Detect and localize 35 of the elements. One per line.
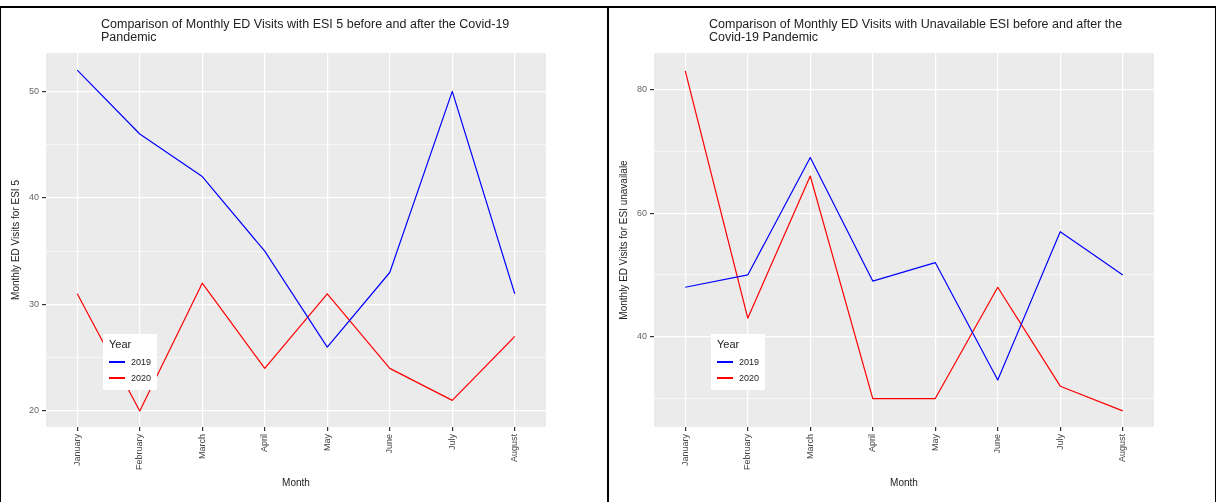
x-tick-label: May [321,433,332,451]
x-tick-label: March [804,433,815,459]
x-tick-label: June [992,433,1003,454]
legend-label: 2020 [131,373,152,383]
y-tick-label: 40 [637,331,648,342]
x-tick-label: June [384,433,395,454]
x-axis-title: Month [282,476,310,488]
x-tick-label: January [71,433,82,467]
chart-title: Comparison of Monthly ED Visits with ESI 5 before and after the Covid-19 Pandemic [101,17,511,44]
x-tick-label: August [1117,433,1128,463]
y-axis-title: Monthly ED Visits for ESI 5 [9,179,21,300]
legend-label: 2019 [131,357,152,367]
y-tick-label: 40 [29,192,40,203]
x-tick-label: July [446,433,457,450]
x-tick-label: April [867,433,878,452]
x-tick-label: August [509,433,520,463]
x-tick-label: February [134,433,145,470]
y-tick-label: 20 [29,405,40,416]
x-tick-label: March [196,433,207,459]
legend-label: 2020 [739,373,760,383]
y-tick-label: 60 [637,207,648,218]
x-tick-label: July [1054,433,1065,450]
y-tick-label: 80 [637,83,648,94]
legend-label: 2019 [739,357,760,367]
x-axis-title: Month [890,476,918,488]
x-tick-label: May [929,433,940,451]
legend-title: Year [717,338,741,350]
x-tick-label: February [742,433,753,470]
y-axis-title: Monthly ED Visits for ESI unavailale [617,159,629,320]
y-tick-label: 50 [29,85,40,96]
x-tick-label: April [259,433,270,452]
legend-title: Year [109,338,133,350]
y-tick-label: 30 [29,298,40,309]
x-tick-label: January [679,433,690,467]
chart-title: Comparison of Monthly ED Visits with Unavailable ESI before and after the Covid-19 Pandemic [709,17,1124,44]
